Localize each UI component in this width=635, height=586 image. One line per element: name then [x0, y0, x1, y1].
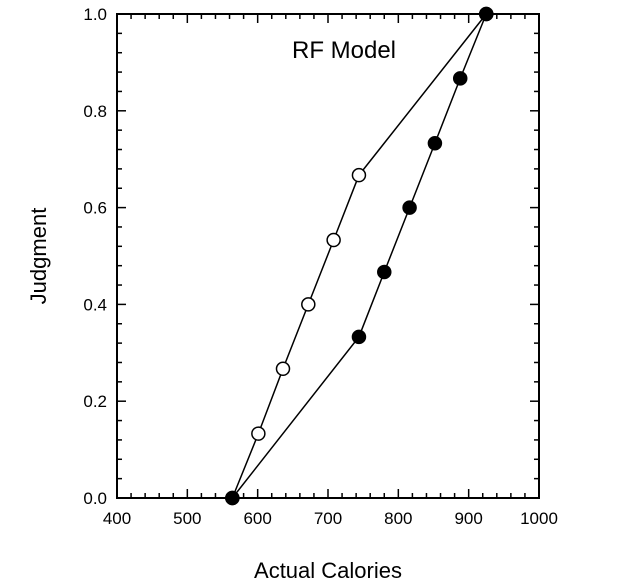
- series-1-point: [377, 264, 392, 280]
- series-1-point: [427, 135, 443, 151]
- y-tick-labels: 0.0 0.2 0.4 0.6 0.8 1.0: [83, 5, 107, 508]
- series-1-point: [402, 200, 417, 215]
- y-axis-title: Judgment: [26, 208, 51, 305]
- y-tick-label: 0.6: [83, 199, 107, 218]
- chart-title: RF Model: [292, 37, 396, 64]
- x-tick-label: 600: [243, 509, 271, 528]
- y-tick-label: 0.8: [83, 102, 107, 121]
- x-axis-title: Actual Calories: [254, 558, 402, 583]
- series-1-line: [231, 13, 487, 499]
- series-0-point: [251, 426, 266, 441]
- plot-frame: [116, 13, 540, 499]
- y-tick-label: 0.2: [83, 392, 107, 411]
- x-tick-label: 400: [103, 509, 131, 528]
- x-tick-label: 800: [384, 509, 412, 528]
- series-0-point: [326, 232, 341, 248]
- series-0-point: [275, 361, 291, 377]
- series-1-point: [351, 329, 367, 345]
- series-0-point: [301, 297, 316, 312]
- x-tick-label: 700: [314, 509, 342, 528]
- series-lines: [231, 13, 487, 499]
- x-tick-labels: 400 500 600 700 800 900 1000: [103, 509, 558, 528]
- series-points: [225, 6, 494, 506]
- y-tick-label: 0.4: [83, 295, 107, 314]
- series-1-point: [452, 71, 468, 86]
- x-tick-label: 500: [173, 509, 201, 528]
- y-tick-label: 1.0: [83, 5, 107, 24]
- x-tick-label: 900: [454, 509, 482, 528]
- series-0-line: [231, 13, 487, 499]
- series-0-point: [351, 167, 367, 183]
- y-tick-label: 0.0: [83, 489, 107, 508]
- x-tick-label: 1000: [520, 509, 558, 528]
